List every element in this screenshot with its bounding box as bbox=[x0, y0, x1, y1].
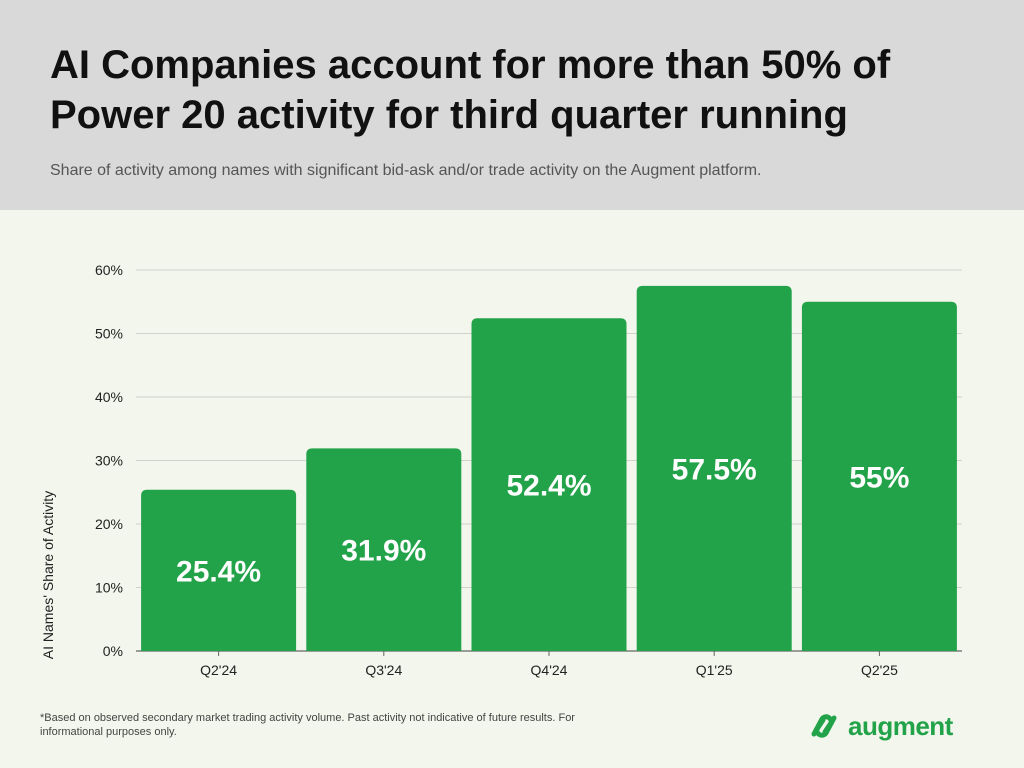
y-tick-label: 60% bbox=[95, 262, 123, 278]
bar bbox=[801, 301, 957, 651]
y-axis-label: AI Names' Share of Activity bbox=[40, 491, 56, 659]
bar-value-label: 57.5% bbox=[672, 453, 757, 486]
x-tick-label: Q4'24 bbox=[531, 662, 568, 678]
header-banner: AI Companies account for more than 50% o… bbox=[0, 0, 1024, 210]
y-tick-label: 20% bbox=[95, 516, 123, 532]
bar bbox=[306, 448, 462, 651]
bar bbox=[636, 285, 792, 651]
bar bbox=[471, 318, 627, 651]
bar-value-label: 31.9% bbox=[341, 535, 426, 568]
bar-value-label: 52.4% bbox=[506, 470, 591, 503]
brand-name: augment bbox=[848, 710, 953, 741]
bar-chart: 0% 10% 20% 30% 40% 50% 60% AI Names' Share of … bbox=[40, 262, 962, 678]
y-axis-ticks: 0% 10% 20% 30% 40% 50% 60% bbox=[95, 262, 123, 659]
y-tick-label: 10% bbox=[95, 580, 123, 596]
y-tick-label: 50% bbox=[95, 326, 123, 342]
y-tick-label: 0% bbox=[103, 643, 123, 659]
x-axis-ticks: Q2'24 Q3'24 Q4'24 Q1'25 Q2'25 bbox=[200, 651, 898, 678]
page-subtitle: Share of activity among names with signi… bbox=[50, 162, 762, 179]
footnote: *Based on observed secondary market trad… bbox=[40, 712, 575, 738]
page-title: AI Companies account for more than 50% o… bbox=[50, 43, 891, 137]
bar-value-label: 25.4% bbox=[176, 555, 261, 588]
x-tick-label: Q2'24 bbox=[200, 662, 237, 678]
x-tick-label: Q1'25 bbox=[696, 662, 733, 678]
x-tick-label: Q3'24 bbox=[365, 662, 402, 678]
bars: 25.4% 31.9% 52.4% 57.5% 55% bbox=[141, 285, 957, 651]
bar bbox=[141, 489, 297, 651]
augment-logo-icon bbox=[811, 714, 837, 738]
brand-logo: augment bbox=[806, 706, 966, 746]
bar-value-label: 55% bbox=[849, 461, 909, 494]
x-tick-label: Q2'25 bbox=[861, 662, 898, 678]
y-tick-label: 30% bbox=[95, 453, 123, 469]
y-tick-label: 40% bbox=[95, 389, 123, 405]
